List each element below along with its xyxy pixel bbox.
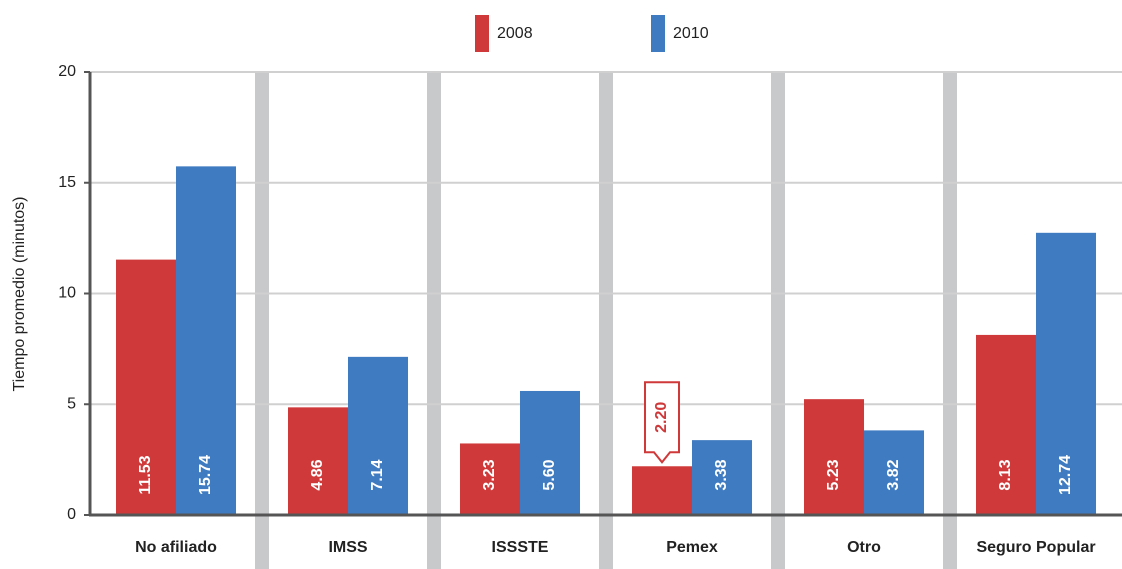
bar: [288, 407, 348, 515]
group-separator: [427, 72, 441, 569]
value-label: 3.38: [713, 459, 730, 490]
value-label: 7.14: [369, 459, 386, 490]
x-tick-label: Pemex: [666, 539, 718, 556]
bar: [976, 334, 1036, 515]
x-tick-label: IMSS: [328, 539, 367, 556]
value-label: 3.82: [885, 459, 902, 490]
bar: [632, 466, 692, 515]
group-separator: [943, 72, 957, 569]
y-tick-label: 10: [58, 285, 76, 302]
group-separator: [255, 72, 269, 569]
x-tick-label: ISSSTE: [492, 539, 549, 556]
bar: [864, 430, 924, 515]
bar: [520, 390, 580, 515]
bar: [176, 166, 236, 515]
y-axis-label: Tiempo promedio (minutos): [11, 196, 28, 391]
legend-swatch: [475, 15, 489, 52]
value-label: 3.23: [481, 459, 498, 490]
value-label: 4.86: [309, 459, 326, 490]
value-label: 12.74: [1057, 455, 1074, 495]
y-tick-label: 15: [58, 174, 76, 191]
y-tick-label: 0: [67, 506, 76, 523]
value-label: 5.60: [541, 459, 558, 490]
bar: [804, 399, 864, 515]
callout: [644, 381, 680, 464]
x-tick-label: Seguro Popular: [976, 539, 1095, 556]
group-separator: [599, 72, 613, 569]
value-label: 15.74: [197, 455, 214, 495]
bar: [116, 259, 176, 515]
group-separator: [771, 72, 785, 569]
y-tick-label: 5: [67, 395, 76, 412]
x-tick-label: No afiliado: [135, 539, 217, 556]
bar: [348, 356, 408, 515]
value-label: 11.53: [137, 455, 154, 494]
bar: [460, 443, 520, 515]
bar: [692, 440, 752, 515]
y-tick-label: 20: [58, 63, 76, 80]
bar: [1036, 232, 1096, 515]
value-label: 5.23: [825, 459, 842, 490]
value-label: 8.13: [997, 459, 1014, 490]
x-tick-label: Otro: [847, 539, 881, 556]
legend-swatch: [651, 15, 665, 52]
value-label: 2.20: [653, 402, 670, 433]
legend-label: 2010: [673, 25, 709, 42]
legend-label: 2008: [497, 25, 533, 42]
